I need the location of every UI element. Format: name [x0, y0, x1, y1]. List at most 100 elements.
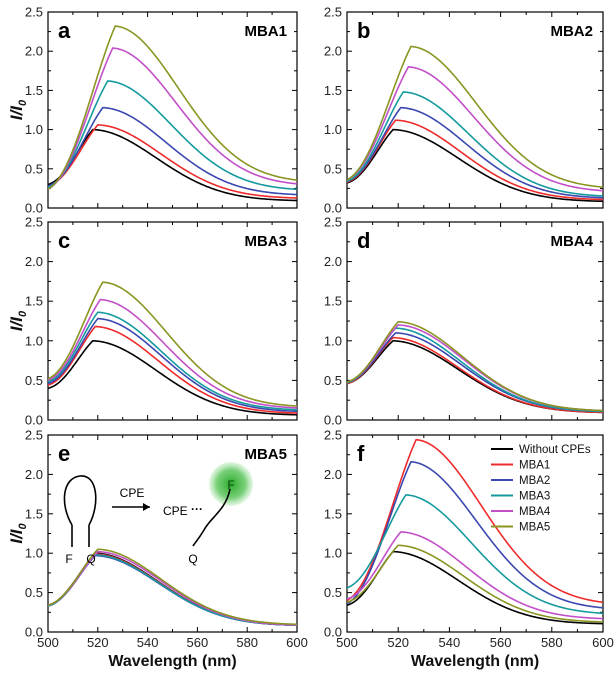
x-axis-label: Wavelength (nm) — [108, 653, 236, 670]
series-line — [48, 298, 297, 409]
panel-title: MBA2 — [550, 23, 593, 40]
series-line — [48, 106, 297, 196]
y-tick-label: 1.5 — [324, 83, 342, 98]
panel-frame — [47, 221, 298, 421]
panel-a: 0.0 0.5 1.0 1.5 2.0 2.5 I/I0 a MBA1 — [7, 5, 298, 216]
panel-title: MBA1 — [244, 23, 287, 40]
legend-label: MBA2 — [519, 475, 550, 487]
series-line — [48, 281, 297, 407]
y-tick-label: 0.5 — [25, 373, 43, 388]
series-line — [347, 531, 603, 620]
legend-label: MBA5 — [519, 522, 550, 534]
series-line — [48, 124, 297, 199]
hairpin-loop — [63, 475, 97, 526]
y-tick-label: 2.0 — [25, 254, 43, 269]
y-tick-label: 2.5 — [25, 215, 43, 230]
y-tick-label: 1.0 — [324, 546, 342, 561]
legend-label: Without CPEs — [519, 444, 591, 456]
series-group — [48, 548, 297, 626]
y-tick-label: 2.0 — [324, 254, 342, 269]
y-tick-label: 0.0 — [324, 201, 342, 216]
y-tick-label: 0.0 — [25, 413, 43, 428]
x-tick-label: 540 — [439, 635, 461, 650]
y-axis-label-main: I/I — [7, 528, 26, 543]
fluorescence-glow — [209, 462, 253, 506]
panel-letter: b — [357, 18, 370, 43]
panel-frame — [346, 221, 604, 421]
y-tick-label: 1.0 — [25, 546, 43, 561]
y-tick-label: 0.0 — [324, 413, 342, 428]
y-tick-label: 0.5 — [324, 373, 342, 388]
label-f-open: F — [227, 478, 234, 492]
series-line — [48, 325, 297, 414]
series-line — [48, 339, 297, 416]
panel-letter: a — [58, 18, 71, 43]
series-line — [48, 47, 297, 190]
x-tick-label: 520 — [87, 635, 109, 650]
label-q: Q — [86, 552, 95, 566]
panel-b: 0.0 0.5 1.0 1.5 2.0 2.5 b MBA2 — [324, 5, 604, 216]
ellipsis-glyph: ··· — [191, 502, 203, 516]
series-line — [347, 460, 603, 609]
x-tick-label: 600 — [592, 635, 614, 650]
x-tick-label: 500 — [37, 635, 59, 650]
y-tick-label: 1.0 — [25, 122, 43, 137]
series-line — [347, 66, 603, 192]
x-axis-label: Wavelength (nm) — [411, 653, 539, 670]
y-tick-label: 2.0 — [324, 467, 342, 482]
panel-f: 0.0 0.5 1.0 1.5 2.0 2.5 500 520 540 560 580 600 f Wit… — [324, 428, 614, 651]
series-group — [347, 320, 603, 414]
y-tick-label: 0.5 — [25, 161, 43, 176]
panel-letter: c — [58, 228, 70, 253]
y-tick-label: 1.0 — [324, 122, 342, 137]
label-q-open: Q — [188, 552, 197, 566]
series-line — [48, 311, 297, 411]
legend-label: MBA4 — [519, 506, 551, 518]
panel-title: MBA4 — [550, 233, 593, 250]
y-axis-label-sub: 0 — [17, 310, 29, 317]
y-axis-label: I/I0 — [7, 310, 29, 331]
panel-letter: d — [357, 228, 370, 253]
cpe-label: CPE — [163, 504, 188, 518]
y-tick-label: 1.5 — [25, 506, 43, 521]
x-tick-label: 580 — [236, 635, 258, 650]
x-tick-label: 600 — [286, 635, 308, 650]
panel-title: MBA3 — [244, 233, 287, 250]
y-tick-label: 1.5 — [324, 294, 342, 309]
series-line — [48, 128, 297, 202]
legend-label: MBA3 — [519, 491, 550, 503]
panel-d: 0.0 0.5 1.0 1.5 2.0 2.5 d MBA4 — [324, 215, 604, 428]
y-tick-label: 1.0 — [324, 333, 342, 348]
series-line — [347, 438, 603, 604]
legend: Without CPEs MBA1 MBA2 MBA3 MBA4 MBA5 — [491, 444, 591, 534]
legend-label: MBA1 — [519, 460, 550, 472]
arrow-head — [143, 503, 150, 511]
series-line — [48, 25, 297, 190]
panel-letter: f — [357, 441, 365, 466]
series-line — [347, 45, 603, 188]
y-axis-label-main: I/I — [7, 105, 26, 120]
x-tick-label: 580 — [541, 635, 563, 650]
series-line — [347, 339, 603, 414]
y-tick-label: 2.5 — [25, 5, 43, 20]
series-line — [347, 128, 603, 203]
y-tick-label: 1.5 — [25, 83, 43, 98]
y-tick-label: 2.0 — [324, 44, 342, 59]
y-tick-label: 0.0 — [324, 625, 342, 640]
y-tick-label: 2.5 — [324, 5, 342, 20]
x-tick-label: 560 — [187, 635, 209, 650]
y-tick-label: 1.5 — [25, 294, 43, 309]
series-line — [48, 550, 297, 626]
y-tick-label: 2.5 — [324, 428, 342, 443]
panel-e: 0.0 0.5 1.0 1.5 2.0 2.5 500 520 540 560 580 600 I/I0… — [7, 428, 308, 651]
y-axis-label-sub: 0 — [17, 522, 29, 529]
y-tick-label: 1.0 — [25, 333, 43, 348]
panel-letter: e — [58, 441, 70, 466]
x-tick-label: 520 — [387, 635, 409, 650]
x-tick-label: 500 — [336, 635, 358, 650]
open-strand — [192, 488, 231, 547]
series-line — [347, 119, 603, 201]
y-tick-label: 0.0 — [25, 201, 43, 216]
series-group — [347, 438, 603, 625]
